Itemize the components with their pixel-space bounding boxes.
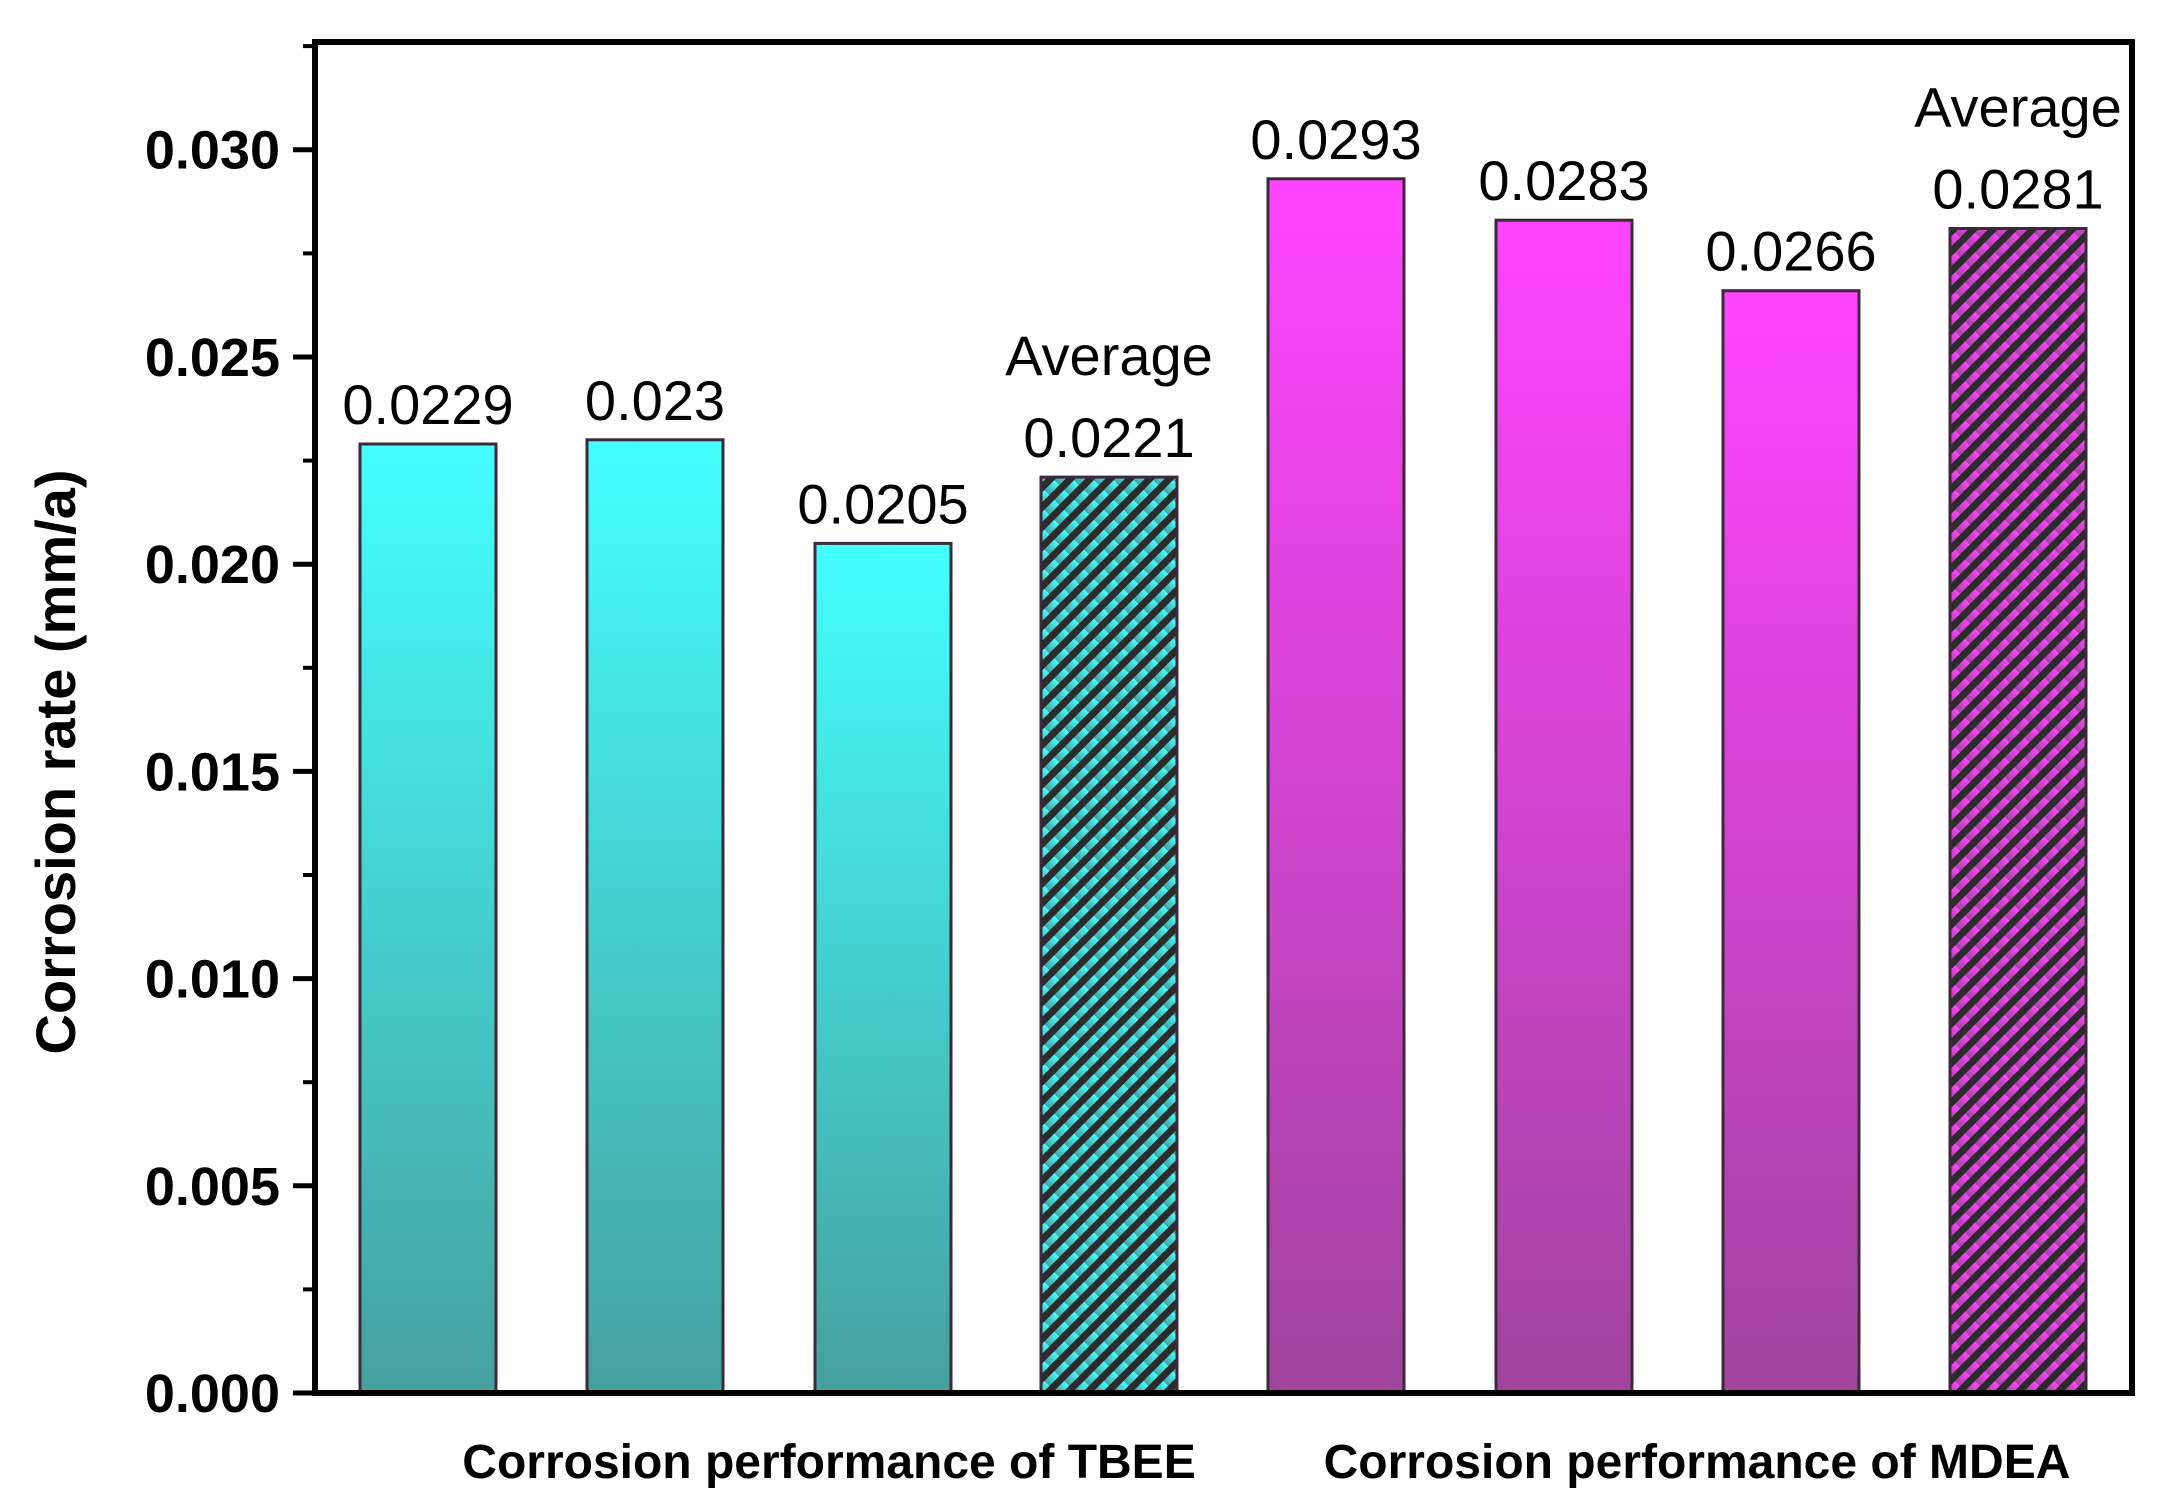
labels-layer: 0.0229 0.023 0.0205 0.0221 Average Corrosion … (342, 76, 2121, 1490)
value-label: 0.0221 (1023, 406, 1194, 469)
bars-layer (358, 177, 2088, 1395)
value-label: 0.0293 (1250, 108, 1421, 171)
bar-g2-1 (1266, 177, 1406, 1395)
value-label: 0.023 (585, 369, 725, 432)
y-tick-label: 0.000 (145, 1364, 280, 1424)
average-bar-g2-4 (1948, 227, 2088, 1395)
average-note-label: Average (1914, 76, 2122, 139)
average-bar-g1-4 (1039, 475, 1179, 1395)
bar-g2-3 (1721, 289, 1861, 1395)
y-axis-title: Corrosion rate (mm/a) (24, 470, 87, 1055)
bar-g1-2 (585, 438, 725, 1395)
bar-g1-3 (813, 541, 953, 1395)
group-label-1: Corrosion performance of TBEE (462, 1436, 1195, 1489)
value-label: 0.0283 (1478, 149, 1649, 212)
bar-g2-2 (1494, 218, 1634, 1395)
value-label: 0.0266 (1705, 220, 1876, 283)
y-tick-label: 0.010 (145, 950, 280, 1010)
average-note-label: Average (1005, 324, 1213, 387)
y-tick-label: 0.015 (145, 742, 280, 802)
y-tick-label: 0.025 (145, 328, 280, 388)
plot-frame (312, 39, 2135, 1396)
y-tick-label: 0.005 (145, 1157, 280, 1217)
group-label-2: Corrosion performance of MDEA (1324, 1436, 2071, 1489)
value-label: 0.0229 (342, 373, 513, 436)
y-tick-label: 0.020 (145, 535, 280, 595)
bar-g1-1 (358, 442, 498, 1395)
y-tick-label: 0.030 (145, 121, 280, 181)
axes-layer: 0.000 0.005 0.010 0.015 0.020 0.025 0.030 (145, 39, 2135, 1424)
value-label: 0.0205 (797, 472, 968, 535)
value-label: 0.0281 (1932, 158, 2103, 221)
